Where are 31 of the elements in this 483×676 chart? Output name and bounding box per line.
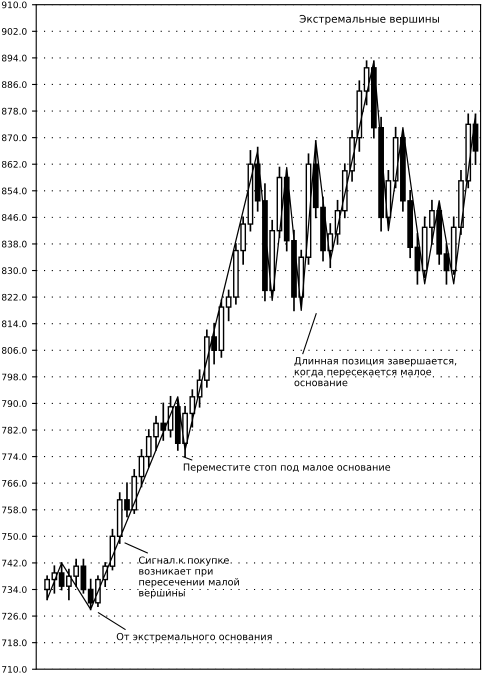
y-tick-label: 846.0 [2, 214, 27, 221]
y-tick-label: 710.0 [2, 666, 27, 673]
y-tick-label: 894.0 [2, 54, 27, 62]
y-tick-label: 742.0 [2, 560, 27, 566]
y-tick-label: 902.0 [2, 28, 27, 35]
y-tick-label: 822.0 [2, 294, 27, 301]
y-tick-label: 750.0 [2, 533, 27, 540]
y-tick-label: 870.0 [2, 134, 27, 142]
y-tick-label: 862.0 [2, 160, 27, 168]
y-tick-label: 774.0 [2, 453, 27, 460]
y-tick-label: 718.0 [2, 639, 27, 646]
y-tick-label: 814.0 [2, 320, 27, 328]
y-tick-label: 878.0 [2, 108, 27, 115]
y-tick-label: 766.0 [2, 480, 27, 487]
y-tick-label: 910.0 [2, 1, 27, 8]
y-tick-label: 830.0 [2, 267, 27, 274]
y-tick-label: 782.0 [2, 426, 27, 434]
y-tick-label: 854.0 [2, 188, 27, 194]
annotation: Длинная позиция завершается, когда пересекается малое основание [294, 357, 456, 386]
text: Экстремальные вершины [300, 14, 439, 25]
y-tick-label: 726.0 [2, 612, 27, 620]
annotation: Сигнал к покупке возникает при пересечении малой вершины [138, 556, 239, 598]
y-tick-label: 886.0 [2, 81, 27, 88]
y-tick-label: 734.0 [2, 586, 27, 594]
annotation: Переместите стоп под малое основание [184, 464, 390, 473]
y-tick-label: 758.0 [2, 506, 27, 514]
y-tick-label: 798.0 [2, 374, 27, 380]
y-tick-label: 838.0 [2, 240, 27, 248]
y-tick-label: 790.0 [2, 400, 27, 407]
y-tick-label: 806.0 [2, 347, 27, 354]
annotation: От экстремального основания [116, 632, 272, 642]
